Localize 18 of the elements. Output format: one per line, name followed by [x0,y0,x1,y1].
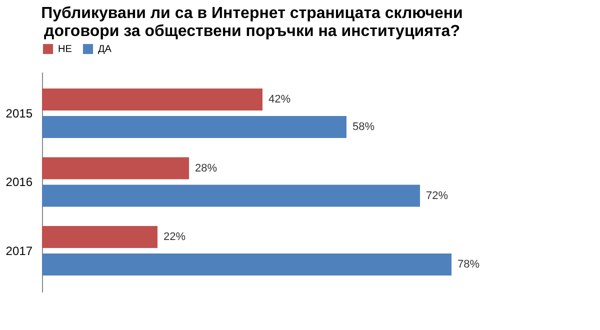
bar [42,157,189,180]
chart-title: Публикувани ли са в Интернет страницата сключени договори за обществени поръчки на институцията? [41,5,463,40]
data-label: 72% [426,190,448,202]
y-tick-label: 2015 [6,106,33,120]
bar [42,88,262,110]
y-tick-label: 2017 [6,244,33,258]
bar [42,184,420,207]
bar [42,226,158,248]
legend-label: ДА [98,44,112,55]
data-label: 22% [164,231,186,243]
data-label: 58% [352,121,375,133]
data-label: 42% [268,94,291,106]
data-label: 28% [195,162,218,174]
bar [42,116,346,138]
bar [42,254,452,276]
legend-label: НЕ [58,44,72,55]
y-tick-label: 2016 [6,175,33,189]
data-label: 78% [458,258,480,270]
